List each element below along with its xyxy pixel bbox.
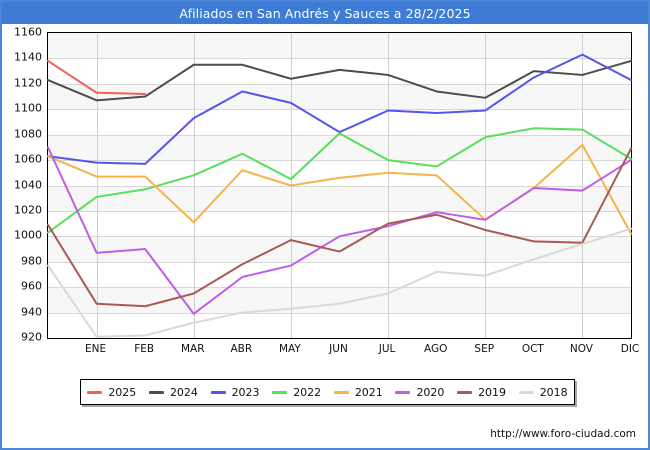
x-axis-tick-label: OCT — [521, 343, 544, 355]
grid-line-horizontal — [48, 185, 631, 187]
series-line-2018 — [47, 227, 632, 338]
legend-item-2019[interactable]: 2019 — [451, 386, 513, 399]
grid-line-horizontal — [48, 160, 631, 162]
grid-line-vertical — [96, 33, 98, 338]
y-axis-tick-label: 1040 — [14, 178, 42, 191]
x-axis-tick-label: AGO — [423, 343, 448, 355]
grid-band — [48, 134, 631, 161]
y-axis-tick-label: 1140 — [14, 50, 42, 64]
x-axis-tick-label: SEP — [474, 343, 495, 355]
series-line-2022 — [47, 127, 632, 234]
y-axis-tick-label: 1100 — [14, 101, 42, 115]
series-line-2019 — [47, 147, 632, 308]
series-line-2024 — [47, 59, 632, 102]
legend-item-2020[interactable]: 2020 — [389, 386, 451, 399]
series-line-2020 — [47, 146, 632, 315]
x-axis-tick-label: FEB — [134, 343, 155, 355]
plot-area — [47, 32, 632, 339]
x-axis-tick-label: DIC — [620, 343, 640, 355]
grid-band — [48, 287, 631, 313]
legend-swatch-icon — [210, 390, 226, 394]
grid-line-vertical — [485, 33, 487, 338]
legend-item-label: 2022 — [293, 385, 322, 399]
y-axis-tick-label: 1160 — [14, 25, 42, 39]
y-axis-tick-label: 980 — [21, 254, 42, 268]
y-axis-tick-label: 1060 — [14, 152, 42, 166]
series-layer — [47, 53, 632, 338]
series-line-2025 — [47, 59, 147, 95]
legend-item-label: 2023 — [231, 385, 260, 399]
x-axis-tick-label: NOV — [569, 343, 593, 355]
x-axis-tick-label: JUL — [378, 343, 396, 355]
legend-item-label: 2018 — [539, 385, 568, 399]
legend-swatch-icon — [395, 390, 411, 394]
source-url: http://www.foro-ciudad.com — [490, 428, 636, 440]
y-axis-tick-label: 1000 — [14, 228, 42, 242]
grid-line-vertical — [582, 33, 584, 338]
x-axis-tick-label: MAY — [278, 343, 301, 355]
y-axis-tick-label: 1120 — [14, 76, 42, 90]
legend-item-2024[interactable]: 2024 — [143, 386, 205, 399]
legend-swatch-icon — [148, 390, 164, 394]
y-axis-tick-label: 920 — [21, 330, 42, 344]
x-axis-tick-label: ABR — [230, 343, 253, 355]
x-axis-tick-label: MAR — [180, 343, 205, 355]
legend-item-2023[interactable]: 2023 — [204, 386, 266, 399]
legend-item-2018[interactable]: 2018 — [512, 386, 574, 399]
y-axis-tick-label: 940 — [21, 305, 42, 319]
legend-swatch-icon — [87, 390, 103, 394]
y-axis-tick-label: 1080 — [14, 127, 42, 141]
grid-line-horizontal — [48, 134, 631, 136]
grid-line-horizontal — [48, 261, 631, 263]
grid-band — [48, 33, 631, 59]
grid-line-horizontal — [48, 58, 631, 60]
grid-line-horizontal — [48, 287, 631, 289]
legend-swatch-icon — [333, 390, 349, 394]
window-title-bar: Afiliados en San Andrés y Sauces a 28/2/… — [2, 2, 648, 24]
series-line-2023 — [47, 53, 632, 165]
y-axis-tick-label: 1020 — [14, 203, 42, 217]
grid-line-horizontal — [48, 312, 631, 314]
grid-line-vertical — [388, 33, 390, 338]
legend-item-label: 2025 — [108, 385, 137, 399]
legend-item-2022[interactable]: 2022 — [266, 386, 328, 399]
legend-item-label: 2019 — [478, 385, 507, 399]
plot-surface — [47, 32, 632, 339]
grid-line-horizontal — [48, 83, 631, 85]
grid-line-vertical — [193, 33, 195, 338]
y-axis-tick-label: 960 — [21, 279, 42, 293]
legend-swatch-icon — [272, 390, 288, 394]
legend-item-label: 2020 — [416, 385, 445, 399]
grid-line-horizontal — [48, 109, 631, 111]
x-axis-tick-label: ENE — [85, 343, 107, 355]
legend-swatch-icon — [457, 390, 473, 394]
page-title: Afiliados en San Andrés y Sauces a 28/2/… — [179, 5, 471, 21]
legend-item-label: 2024 — [169, 385, 198, 399]
x-axis-tick-label: JUN — [329, 343, 348, 355]
legend-item-2021[interactable]: 2021 — [328, 386, 390, 399]
legend-item-2025[interactable]: 2025 — [81, 386, 143, 399]
legend-swatch-icon — [518, 390, 534, 394]
grid-line-horizontal — [48, 210, 631, 212]
chart-legend: 2025 2024 2023 2022 2021 2020 2019 2018 — [80, 379, 575, 405]
legend-item-label: 2021 — [354, 385, 383, 399]
